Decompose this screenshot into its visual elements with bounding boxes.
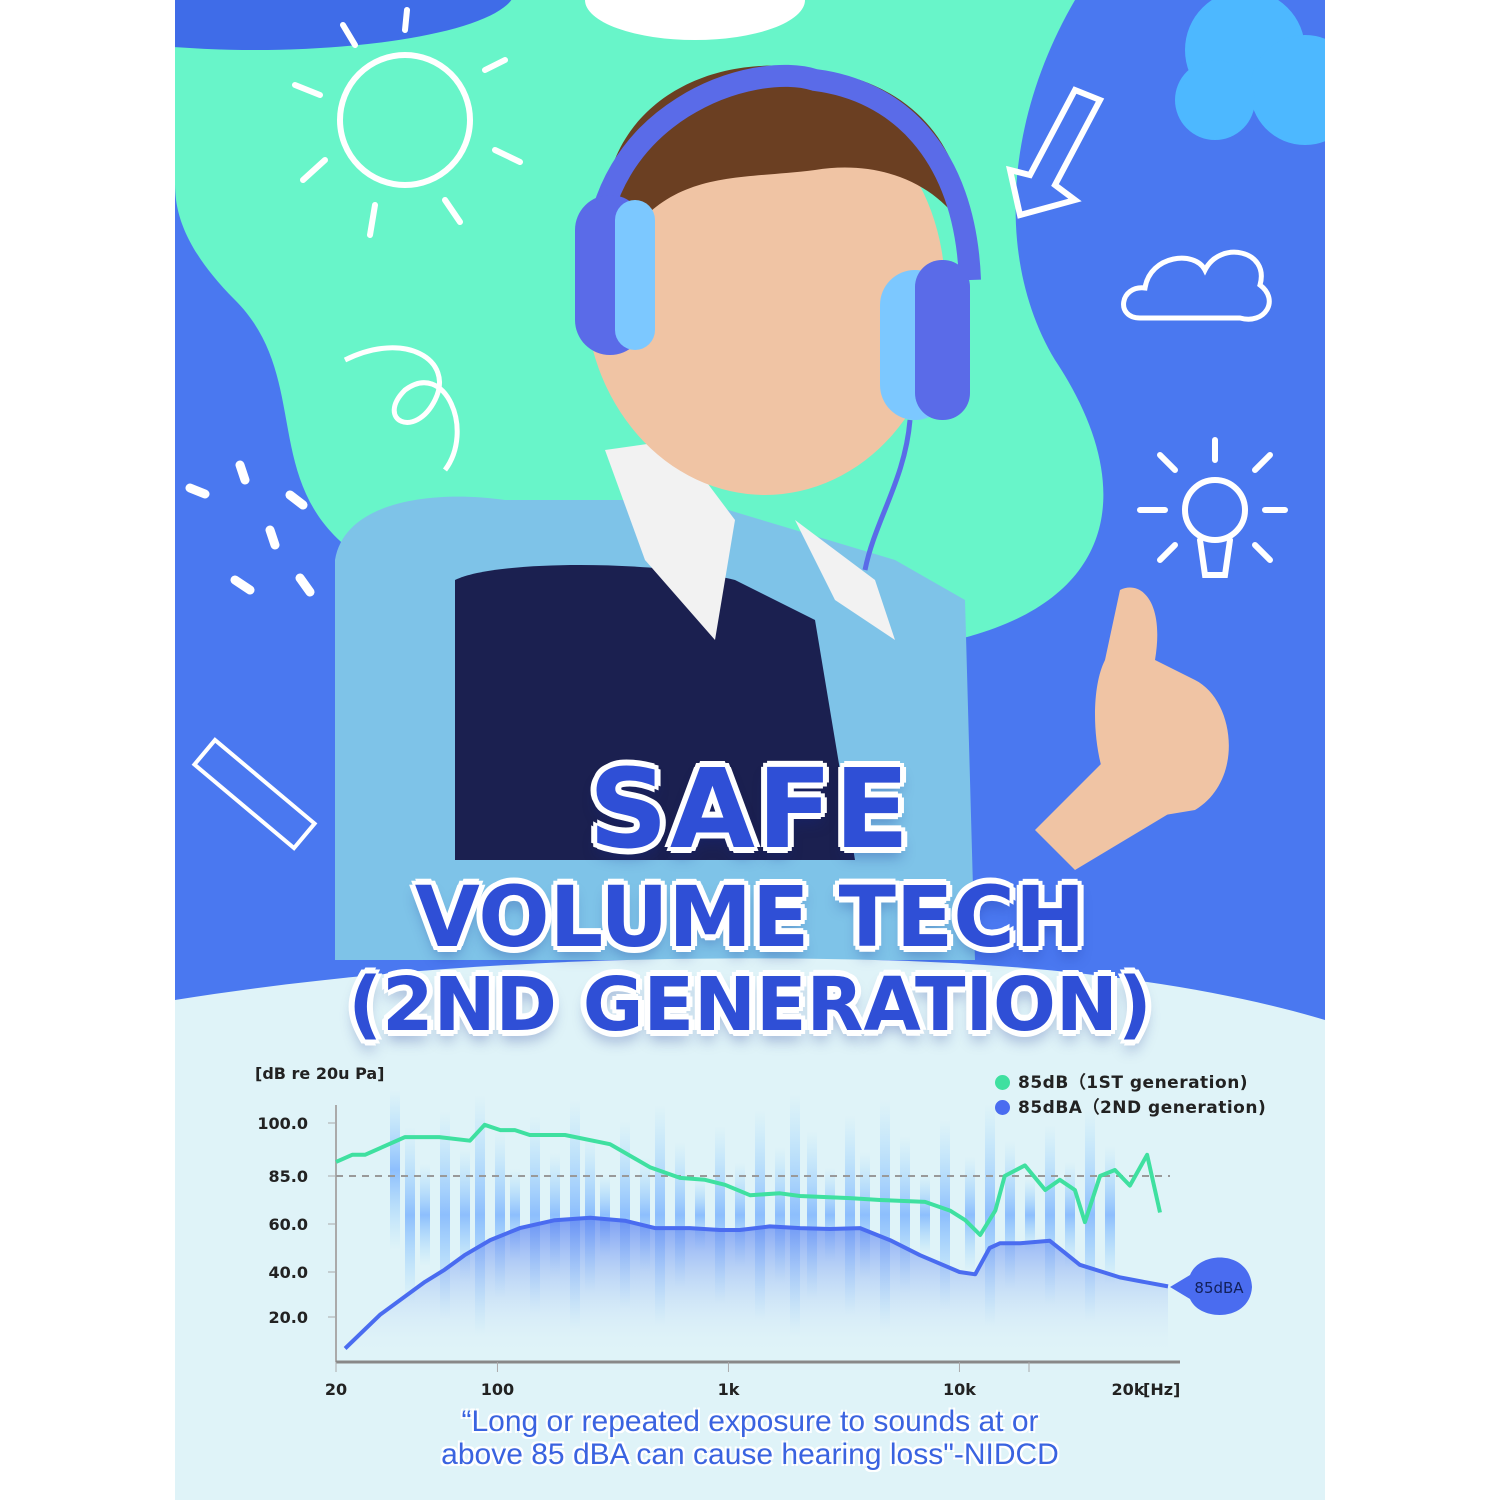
legend-item-1st: 85dB（1ST generation): [995, 1068, 1248, 1093]
lightbulb-doodle-icon: [1137, 437, 1288, 578]
cloud-top-right: [1175, 0, 1325, 145]
sun-doodle-icon: [292, 7, 523, 238]
quote-line-2: above 85 dBA can cause hearing loss"-NID…: [441, 1438, 1059, 1471]
headline-line-1: SAFE: [588, 745, 912, 873]
legend-label-2nd: 85dBA（2ND generation): [1018, 1098, 1267, 1118]
background-art: [175, 0, 1325, 1500]
quote-line-1: “Long or repeated exposure to sounds at …: [461, 1405, 1039, 1438]
squiggle-doodle-icon: [343, 345, 460, 472]
legend-swatch-2nd: [995, 1100, 1010, 1115]
legend-label-1st: 85dB（1ST generation): [1018, 1073, 1249, 1093]
arrow-doodle-icon: [1006, 86, 1105, 219]
headline-line-2: VOLUME TECH: [414, 868, 1086, 966]
nidcd-quote: “Long or repeated exposure to sounds at …: [175, 1405, 1325, 1471]
headline-line-3: (2ND GENERATION): [348, 962, 1152, 1048]
product-poster: SAFE VOLUME TECH (2ND GENERATION) 85dB（1…: [175, 0, 1325, 1500]
legend-swatch-1st: [995, 1075, 1010, 1090]
ruler-doodle-icon: [191, 737, 318, 851]
legend-item-2nd: 85dBA（2ND generation): [995, 1093, 1266, 1118]
cloud-top: [585, 0, 805, 40]
cloud-doodle-icon: [1121, 249, 1272, 322]
dash-doodles: [185, 460, 315, 597]
child-photo: [335, 64, 1229, 960]
